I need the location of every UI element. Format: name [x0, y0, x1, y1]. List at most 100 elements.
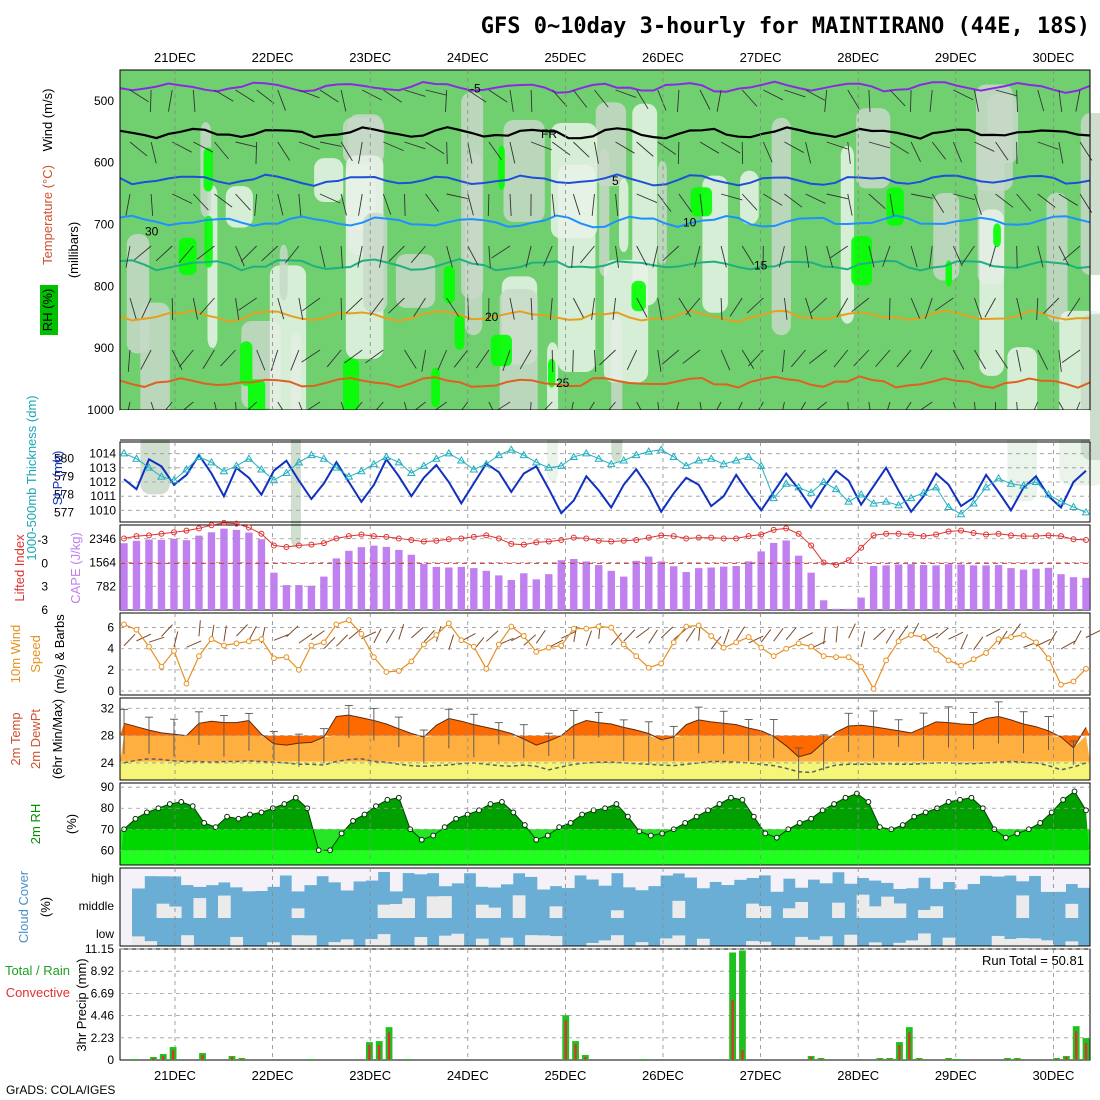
cloud-gap-high	[598, 868, 612, 886]
thickness-marker	[956, 509, 966, 518]
cloud-gap-low	[696, 938, 710, 946]
cloud-gap-high	[954, 868, 968, 890]
wind-barb-10m	[660, 626, 674, 639]
wind-barb	[573, 141, 590, 158]
thickness-marker	[357, 466, 366, 475]
precip-convective-bar	[230, 1057, 234, 1060]
cloud-gap-middle	[475, 904, 489, 918]
cloud-gap-high	[758, 868, 772, 876]
wind-barb	[298, 141, 320, 150]
cape-bar	[944, 564, 953, 610]
cloud-gap-high	[893, 868, 907, 889]
pressure-tick: 600	[94, 156, 114, 170]
wind-barb	[383, 141, 404, 152]
rh-marker	[1014, 830, 1021, 837]
cloud-gap-middle	[402, 898, 415, 918]
pressure-tick: 500	[94, 94, 114, 108]
wind-barb	[519, 349, 532, 370]
wind-barb	[127, 349, 131, 372]
cape-bar	[982, 565, 990, 610]
wind-marker	[408, 658, 415, 665]
cloud-gap-low	[918, 933, 931, 946]
thickness-tick: 578	[54, 488, 74, 502]
bottom-date-label: 29DEC	[935, 1068, 977, 1083]
cloud-gap-high	[181, 868, 194, 886]
wind-barb	[413, 297, 426, 317]
cape-bar	[1032, 568, 1040, 610]
wind-barb	[261, 245, 279, 262]
wind-barb-10m	[798, 632, 814, 641]
panel-frame	[119, 867, 1091, 947]
cloud-gap-high	[1077, 868, 1091, 888]
rh-marker	[510, 809, 517, 816]
wind-marker	[445, 620, 452, 627]
cloud-gap-low	[303, 935, 317, 946]
bottom-date-label: 30DEC	[1032, 1068, 1074, 1083]
li-marker	[958, 527, 965, 534]
wind-barb	[202, 349, 215, 369]
bottom-date-axis: 21DEC 22DEC 23DEC 24DEC 25DEC 26DEC 27DEC 28DEC…	[154, 1068, 1074, 1083]
rh-moist-patch	[945, 260, 953, 287]
li-marker	[633, 537, 640, 543]
wind-barb	[952, 141, 963, 163]
cloud-gap-low	[868, 942, 882, 946]
wind-barb	[763, 89, 784, 101]
wind-barb	[953, 89, 974, 101]
cloud-gap-middle	[918, 909, 931, 918]
wind-barb	[661, 349, 680, 365]
thickness-marker	[681, 461, 691, 469]
wind-barb	[657, 89, 667, 111]
isotherm-label: 5	[612, 174, 619, 188]
wind-barb	[909, 89, 912, 113]
rh-moist-patch	[247, 379, 266, 419]
li-marker	[208, 522, 215, 529]
cape-bar	[232, 529, 241, 610]
wind-barb-10m	[236, 624, 248, 637]
cloud-gap-low	[586, 942, 600, 946]
thickness-marker	[606, 459, 616, 468]
cloud-gap-high	[205, 868, 219, 886]
li-marker	[970, 530, 977, 536]
wind-barb	[298, 297, 304, 320]
rh-patch	[740, 170, 759, 225]
wind-barb-10m	[1073, 630, 1082, 645]
wind-barb	[125, 245, 131, 268]
cape-bar	[832, 608, 840, 610]
li-tick: 6	[41, 603, 48, 617]
wind-marker	[970, 656, 977, 663]
wind-barb	[729, 297, 743, 317]
wind-barb	[580, 245, 595, 264]
rh-moist-patch	[631, 280, 646, 312]
cloud-gap-low	[1016, 938, 1030, 946]
cloud-gap-middle	[426, 896, 440, 918]
side-label-2m-temp: 2m Temp	[8, 712, 23, 765]
cloud-gap-high	[905, 868, 919, 889]
li-marker	[558, 537, 565, 543]
cape-bar	[145, 539, 153, 610]
thickness-marker	[844, 497, 853, 505]
wind-barb	[572, 297, 584, 318]
wind-marker	[820, 653, 827, 660]
wind-barb	[1037, 141, 1059, 150]
cape-bar	[794, 555, 803, 610]
li-tick: 3	[41, 580, 48, 594]
wind-barb-10m	[423, 629, 435, 643]
cape-bar	[732, 565, 740, 610]
wind-barb	[150, 193, 154, 216]
cape-bar	[894, 564, 903, 610]
rh-marker	[773, 834, 780, 841]
wind-marker	[695, 622, 702, 629]
side-label-rh: RH (%)	[40, 289, 55, 332]
wind-barb	[636, 297, 648, 318]
wind-barb	[235, 193, 251, 211]
top-date-label: 30DEC	[1032, 50, 1074, 65]
wind-barb	[298, 89, 320, 99]
wind-barb	[214, 193, 233, 208]
rh-marker	[1083, 807, 1089, 814]
cape-bar	[1057, 574, 1065, 610]
wind-barb	[549, 297, 553, 320]
rh-marker	[567, 820, 574, 826]
wind-marker	[395, 668, 402, 674]
wind-barb-10m	[685, 627, 696, 642]
wind-marker	[833, 654, 840, 661]
